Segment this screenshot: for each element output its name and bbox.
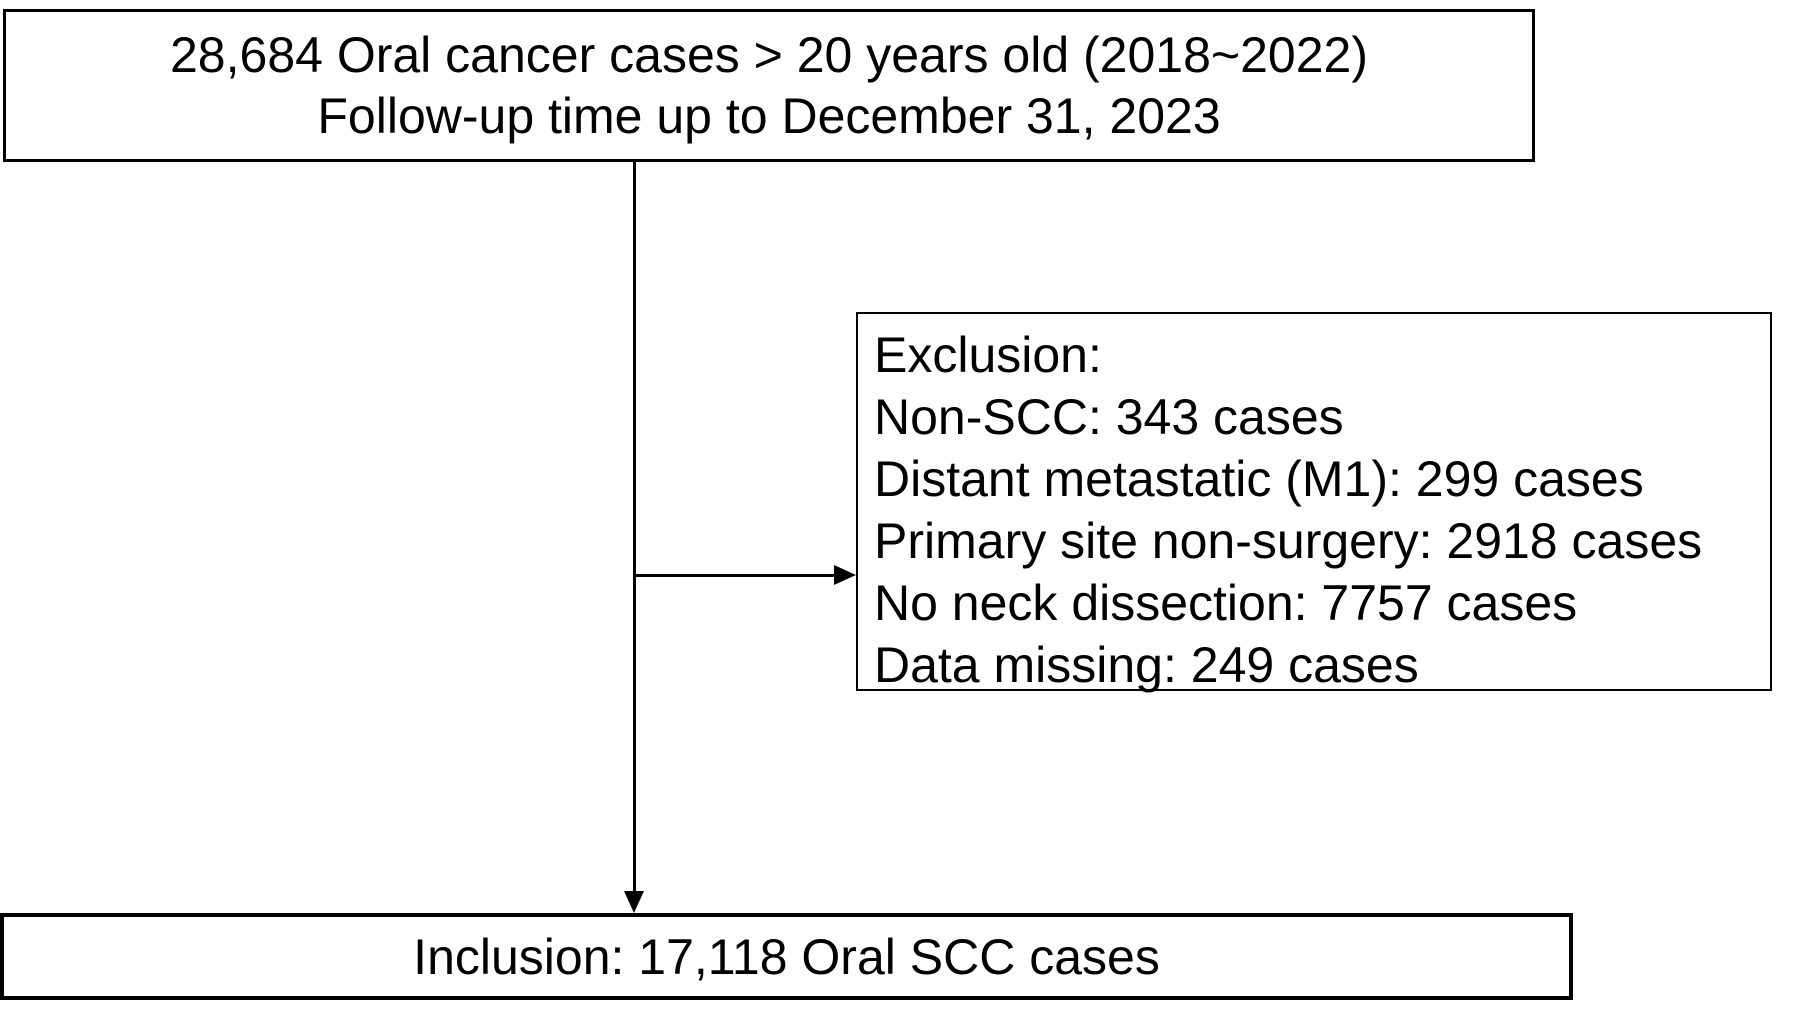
horizontal-connector-line <box>634 574 836 577</box>
vertical-connector-line <box>633 162 636 891</box>
exclusion-item-no-neck-dissection: No neck dissection: 7757 cases <box>874 575 1578 631</box>
arrow-right-icon <box>834 565 856 585</box>
exclusion-box: Exclusion: Non-SCC: 343 cases Distant me… <box>856 312 1772 693</box>
source-population-line1: 28,684 Oral cancer cases > 20 years old … <box>170 26 1368 83</box>
exclusion-title: Exclusion: <box>874 327 1102 383</box>
source-population-box: 28,684 Oral cancer cases > 20 years old … <box>3 9 1535 162</box>
exclusion-item-non-scc: Non-SCC: 343 cases <box>874 389 1344 445</box>
arrow-down-icon <box>624 891 644 913</box>
exclusion-item-primary-site-non-surgery: Primary site non-surgery: 2918 cases <box>874 513 1703 569</box>
source-population-line2: Follow-up time up to December 31, 2023 <box>317 87 1221 144</box>
exclusion-item-distant-metastatic: Distant metastatic (M1): 299 cases <box>874 451 1644 507</box>
inclusion-label: Inclusion: 17,118 Oral SCC cases <box>413 928 1160 985</box>
exclusion-item-data-missing: Data missing: 249 cases <box>874 637 1419 693</box>
inclusion-box: Inclusion: 17,118 Oral SCC cases <box>0 913 1573 1000</box>
